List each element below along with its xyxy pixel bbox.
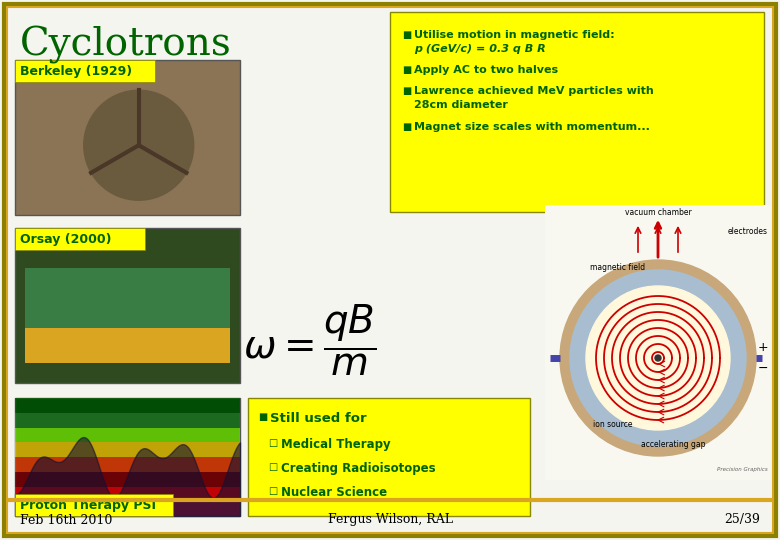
- Bar: [15, 457, 240, 472]
- Text: Lawrence achieved MeV particles with: Lawrence achieved MeV particles with: [414, 86, 654, 96]
- Text: Precision Graphics: Precision Graphics: [718, 467, 768, 472]
- Text: Cyclotrons: Cyclotrons: [20, 26, 232, 64]
- Text: Berkeley (1929): Berkeley (1929): [20, 64, 132, 78]
- Bar: [15, 60, 240, 215]
- Text: Still used for: Still used for: [270, 412, 367, 425]
- Text: ■: ■: [258, 412, 268, 422]
- Bar: [15, 398, 240, 413]
- Text: □: □: [268, 486, 277, 496]
- Circle shape: [570, 270, 746, 446]
- Text: ■: ■: [402, 30, 411, 40]
- Text: ■: ■: [402, 122, 411, 132]
- Text: electrodes: electrodes: [728, 227, 768, 236]
- Bar: [545, 205, 770, 480]
- Text: □: □: [268, 438, 277, 448]
- Text: $\omega = \dfrac{qB}{m}$: $\omega = \dfrac{qB}{m}$: [243, 302, 377, 377]
- Text: 25/39: 25/39: [724, 514, 760, 526]
- Circle shape: [83, 90, 193, 200]
- Text: −: −: [757, 362, 768, 375]
- Bar: [25, 268, 230, 363]
- Bar: [15, 442, 240, 457]
- Text: 28cm diameter: 28cm diameter: [414, 100, 508, 110]
- Text: Apply AC to two halves: Apply AC to two halves: [414, 65, 558, 75]
- FancyBboxPatch shape: [248, 398, 530, 516]
- Text: Creating Radioisotopes: Creating Radioisotopes: [281, 462, 435, 475]
- Circle shape: [655, 355, 661, 361]
- Text: ion source: ion source: [594, 420, 633, 429]
- Bar: [15, 487, 240, 501]
- Text: p (GeV/c) = 0.3 q B R: p (GeV/c) = 0.3 q B R: [414, 44, 546, 54]
- Bar: [15, 472, 240, 487]
- Text: Medical Therapy: Medical Therapy: [281, 438, 391, 451]
- Text: Utilise motion in magnetic field:: Utilise motion in magnetic field:: [414, 30, 615, 40]
- Text: Magnet size scales with momentum...: Magnet size scales with momentum...: [414, 122, 650, 132]
- Text: Fergus Wilson, RAL: Fergus Wilson, RAL: [328, 514, 452, 526]
- Text: Nuclear Science: Nuclear Science: [281, 486, 387, 499]
- Bar: [15, 398, 240, 516]
- FancyBboxPatch shape: [390, 12, 764, 212]
- Text: Feb 16th 2010: Feb 16th 2010: [20, 514, 112, 526]
- Bar: [15, 413, 240, 428]
- Text: Proton Therapy PSI: Proton Therapy PSI: [20, 498, 156, 511]
- Bar: [15, 501, 240, 516]
- Bar: [15, 428, 240, 442]
- Text: Orsay (2000): Orsay (2000): [20, 233, 112, 246]
- Text: vacuum chamber: vacuum chamber: [625, 208, 691, 217]
- Text: ■: ■: [402, 86, 411, 96]
- Text: accelerating gap: accelerating gap: [640, 440, 705, 449]
- FancyBboxPatch shape: [15, 228, 145, 250]
- Text: □: □: [268, 462, 277, 472]
- Circle shape: [560, 260, 756, 456]
- Text: +: +: [757, 341, 768, 354]
- Bar: [25, 328, 230, 363]
- FancyBboxPatch shape: [15, 60, 155, 82]
- FancyBboxPatch shape: [15, 494, 173, 516]
- Circle shape: [586, 286, 730, 430]
- Text: magnetic field: magnetic field: [590, 263, 646, 272]
- Bar: [15, 228, 240, 383]
- Text: ■: ■: [402, 65, 411, 75]
